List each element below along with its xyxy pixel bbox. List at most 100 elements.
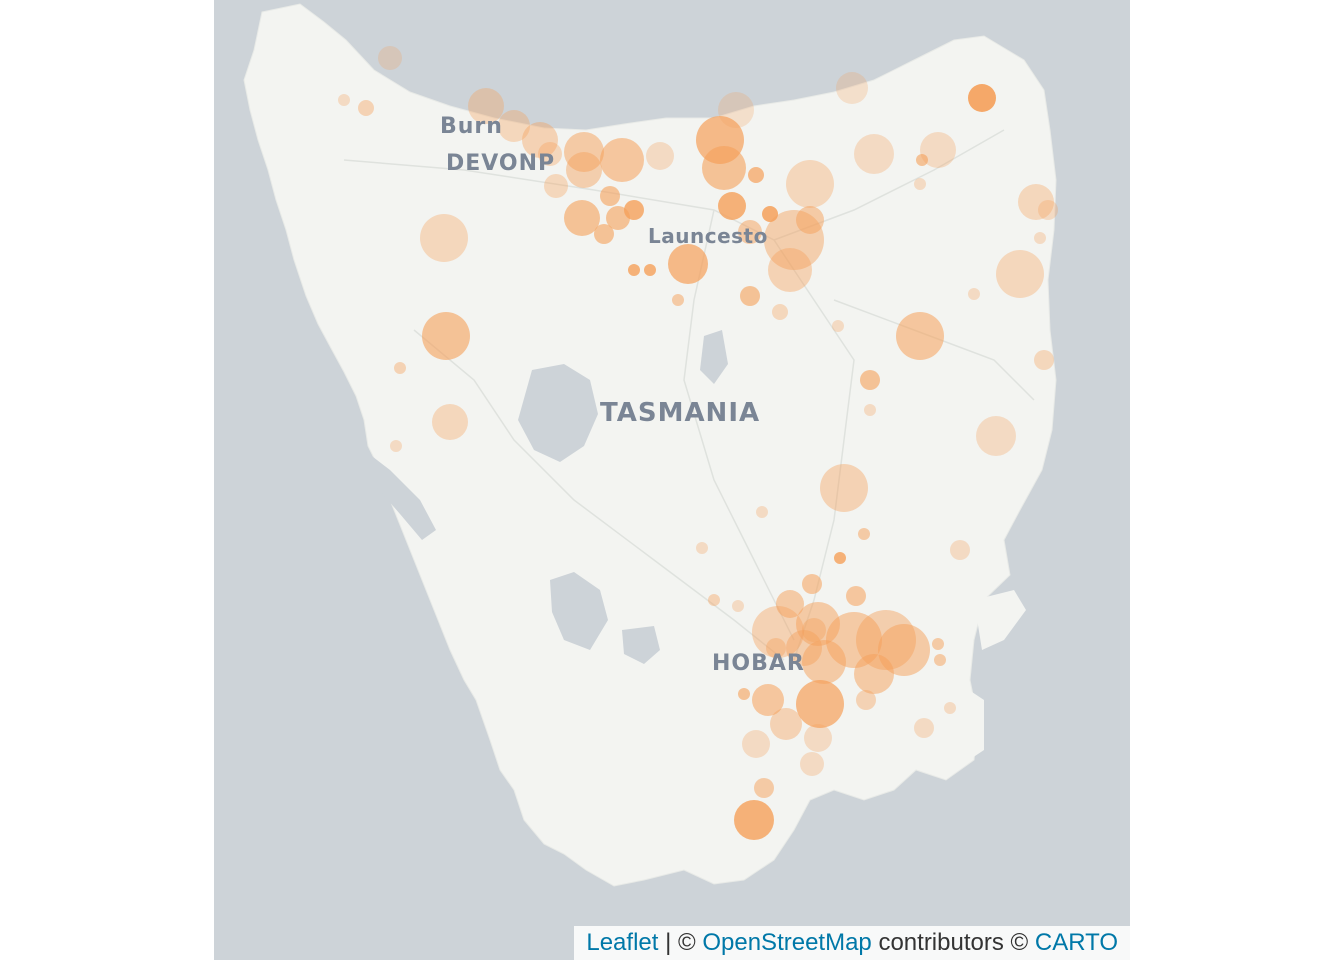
map-marker[interactable] <box>858 528 870 540</box>
map-marker[interactable] <box>1034 350 1054 370</box>
map-marker[interactable] <box>498 110 530 142</box>
map-marker[interactable] <box>378 46 402 70</box>
map-marker[interactable] <box>846 586 866 606</box>
map-marker[interactable] <box>1034 232 1046 244</box>
map-marker[interactable] <box>854 134 894 174</box>
map-marker[interactable] <box>734 800 774 840</box>
map-marker[interactable] <box>856 690 876 710</box>
openstreetmap-link[interactable]: OpenStreetMap <box>702 929 872 956</box>
map-marker[interactable] <box>968 288 980 300</box>
map-marker[interactable] <box>766 638 786 658</box>
map-canvas[interactable]: Burn DEVONP Launcesto TASMANIA HOBAR <box>214 0 1130 960</box>
map-marker[interactable] <box>646 142 674 170</box>
map-marker[interactable] <box>1038 200 1058 220</box>
map-marker[interactable] <box>804 724 832 752</box>
map-marker[interactable] <box>644 264 656 276</box>
label-hobart: HOBAR <box>712 651 805 676</box>
map-marker[interactable] <box>564 132 604 172</box>
map-marker[interactable] <box>916 154 928 166</box>
map-marker[interactable] <box>600 138 644 182</box>
map-marker[interactable] <box>394 362 406 374</box>
map-marker[interactable] <box>696 542 708 554</box>
map-marker[interactable] <box>432 404 468 440</box>
map-marker[interactable] <box>996 250 1044 298</box>
map-marker[interactable] <box>932 638 944 650</box>
map-marker[interactable] <box>628 264 640 276</box>
map-marker[interactable] <box>566 152 602 188</box>
map-marker[interactable] <box>522 122 558 158</box>
map-marker[interactable] <box>748 167 764 183</box>
map-marker[interactable] <box>702 146 746 190</box>
map-marker[interactable] <box>802 640 846 684</box>
map-marker[interactable] <box>920 132 956 168</box>
map-marker[interactable] <box>854 654 894 694</box>
map-marker[interactable] <box>756 506 768 518</box>
map-marker[interactable] <box>772 304 788 320</box>
map-marker[interactable] <box>762 206 778 222</box>
map-marker[interactable] <box>914 718 934 738</box>
map-marker[interactable] <box>770 708 802 740</box>
map-marker[interactable] <box>468 88 504 124</box>
map-marker[interactable] <box>738 220 762 244</box>
map-marker[interactable] <box>564 200 600 236</box>
attribution-contributors: contributors © <box>871 929 1035 956</box>
map-marker[interactable] <box>544 174 568 198</box>
map-marker[interactable] <box>718 92 754 128</box>
map-marker[interactable] <box>422 312 470 360</box>
map-marker[interactable] <box>944 702 956 714</box>
map-marker[interactable] <box>968 84 996 112</box>
map-marker[interactable] <box>1018 184 1054 220</box>
map-marker[interactable] <box>976 416 1016 456</box>
map-marker[interactable] <box>672 294 684 306</box>
map-marker[interactable] <box>802 574 822 594</box>
label-burnie: Burn <box>440 114 503 139</box>
leaflet-link[interactable]: Leaflet <box>586 929 659 956</box>
label-devonport: DEVONP <box>446 151 555 176</box>
map-marker[interactable] <box>800 752 824 776</box>
map-marker[interactable] <box>860 370 880 390</box>
map-marker[interactable] <box>668 244 708 284</box>
map-marker[interactable] <box>740 286 760 306</box>
road-network <box>343 129 1035 661</box>
map-marker[interactable] <box>796 680 844 728</box>
map-marker[interactable] <box>914 178 926 190</box>
label-launceston: Launcesto <box>648 224 768 248</box>
map-marker[interactable] <box>934 654 946 666</box>
map-marker[interactable] <box>864 404 876 416</box>
map-marker[interactable] <box>606 206 630 230</box>
label-tasmania: TASMANIA <box>600 398 760 428</box>
map-marker[interactable] <box>834 552 846 564</box>
map-marker[interactable] <box>708 594 720 606</box>
map-marker[interactable] <box>732 600 744 612</box>
map-marker[interactable] <box>420 214 468 262</box>
macquarie-harbour <box>364 450 436 540</box>
map-marker[interactable] <box>594 224 614 244</box>
map-marker[interactable] <box>338 94 350 106</box>
map-marker[interactable] <box>802 618 826 642</box>
map-marker[interactable] <box>738 688 750 700</box>
lake-gordon <box>550 572 608 650</box>
map-marker[interactable] <box>754 778 774 798</box>
map-marker[interactable] <box>786 630 822 666</box>
map-marker[interactable] <box>742 730 770 758</box>
carto-link[interactable]: CARTO <box>1034 929 1118 956</box>
map-marker[interactable] <box>950 540 970 560</box>
map-marker[interactable] <box>776 590 804 618</box>
map-marker[interactable] <box>718 192 746 220</box>
map-marker[interactable] <box>768 248 812 292</box>
map-marker[interactable] <box>358 100 374 116</box>
map-marker[interactable] <box>600 186 620 206</box>
map-marker[interactable] <box>786 160 834 208</box>
tasman-peninsula <box>904 680 984 770</box>
map-marker[interactable] <box>820 464 868 512</box>
map-marker[interactable] <box>752 606 804 658</box>
map-marker[interactable] <box>878 624 930 676</box>
map-marker[interactable] <box>796 206 824 234</box>
map-marker[interactable] <box>832 320 844 332</box>
map-marker[interactable] <box>836 72 868 104</box>
map-marker[interactable] <box>752 684 784 716</box>
map-view[interactable]: Burn DEVONP Launcesto TASMANIA HOBAR Lea… <box>214 0 1130 960</box>
map-marker[interactable] <box>896 312 944 360</box>
map-marker[interactable] <box>538 142 562 166</box>
map-marker[interactable] <box>390 440 402 452</box>
